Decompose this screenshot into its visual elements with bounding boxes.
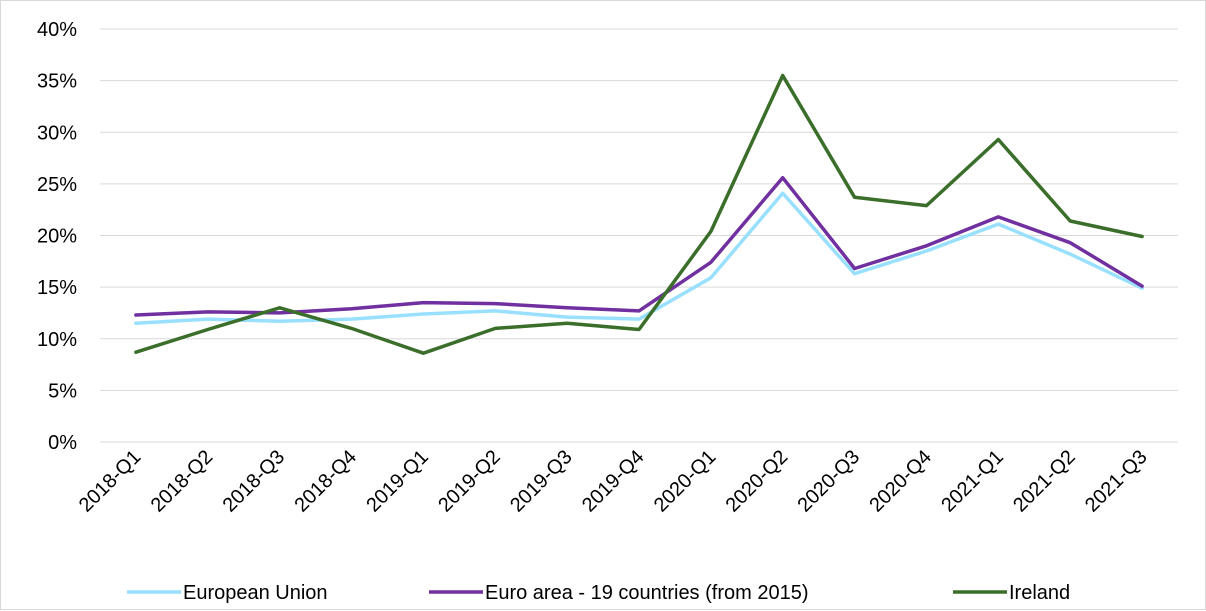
- series-line-2: [134, 73, 1144, 355]
- x-tick-label: 2020-Q1: [650, 446, 721, 517]
- y-tick-label: 25%: [37, 174, 77, 196]
- y-tick-label: 5%: [48, 380, 77, 402]
- x-tick-label: 2021-Q3: [1081, 446, 1152, 517]
- legend-label: European Union: [183, 582, 328, 604]
- series-line-0: [134, 191, 1144, 326]
- x-tick-label: 2019-Q2: [434, 446, 505, 517]
- x-tick-label: 2019-Q3: [506, 446, 577, 517]
- x-tick-label: 2018-Q2: [147, 446, 218, 517]
- y-tick-label: 30%: [37, 122, 77, 144]
- legend-label: Ireland: [1009, 582, 1070, 604]
- y-axis-tick-labels: 0% 5% 10% 15% 20% 25% 30% 35% 40%: [37, 19, 77, 454]
- legend: European Union Euro area - 19 countries (…: [127, 582, 1070, 604]
- y-tick-label: 10%: [37, 329, 77, 351]
- series-line-1: [134, 175, 1144, 317]
- series-lines: [134, 73, 1144, 355]
- x-tick-label: 2018-Q3: [219, 446, 290, 517]
- y-tick-label: 40%: [37, 19, 77, 41]
- x-tick-label: 2020-Q2: [722, 446, 793, 517]
- legend-label: Euro area - 19 countries (from 2015): [485, 582, 809, 604]
- x-tick-label: 2021-Q1: [937, 446, 1008, 517]
- x-tick-label: 2020-Q4: [865, 446, 936, 517]
- x-tick-label: 2019-Q1: [362, 446, 433, 517]
- x-tick-label: 2018-Q4: [290, 446, 361, 517]
- y-tick-label: 20%: [37, 226, 77, 248]
- y-tick-label: 35%: [37, 71, 77, 93]
- x-tick-label: 2021-Q2: [1009, 446, 1080, 517]
- y-tick-label: 0%: [48, 432, 77, 454]
- y-tick-label: 15%: [37, 277, 77, 299]
- gridlines: [100, 28, 1178, 443]
- x-tick-label: 2019-Q4: [578, 446, 649, 517]
- x-tick-label: 2020-Q3: [794, 446, 865, 517]
- x-tick-label: 2018-Q1: [75, 446, 146, 517]
- x-axis-tick-labels: 2018-Q1 2018-Q2 2018-Q3 2018-Q4 2019-Q1 2019-…: [75, 446, 1152, 517]
